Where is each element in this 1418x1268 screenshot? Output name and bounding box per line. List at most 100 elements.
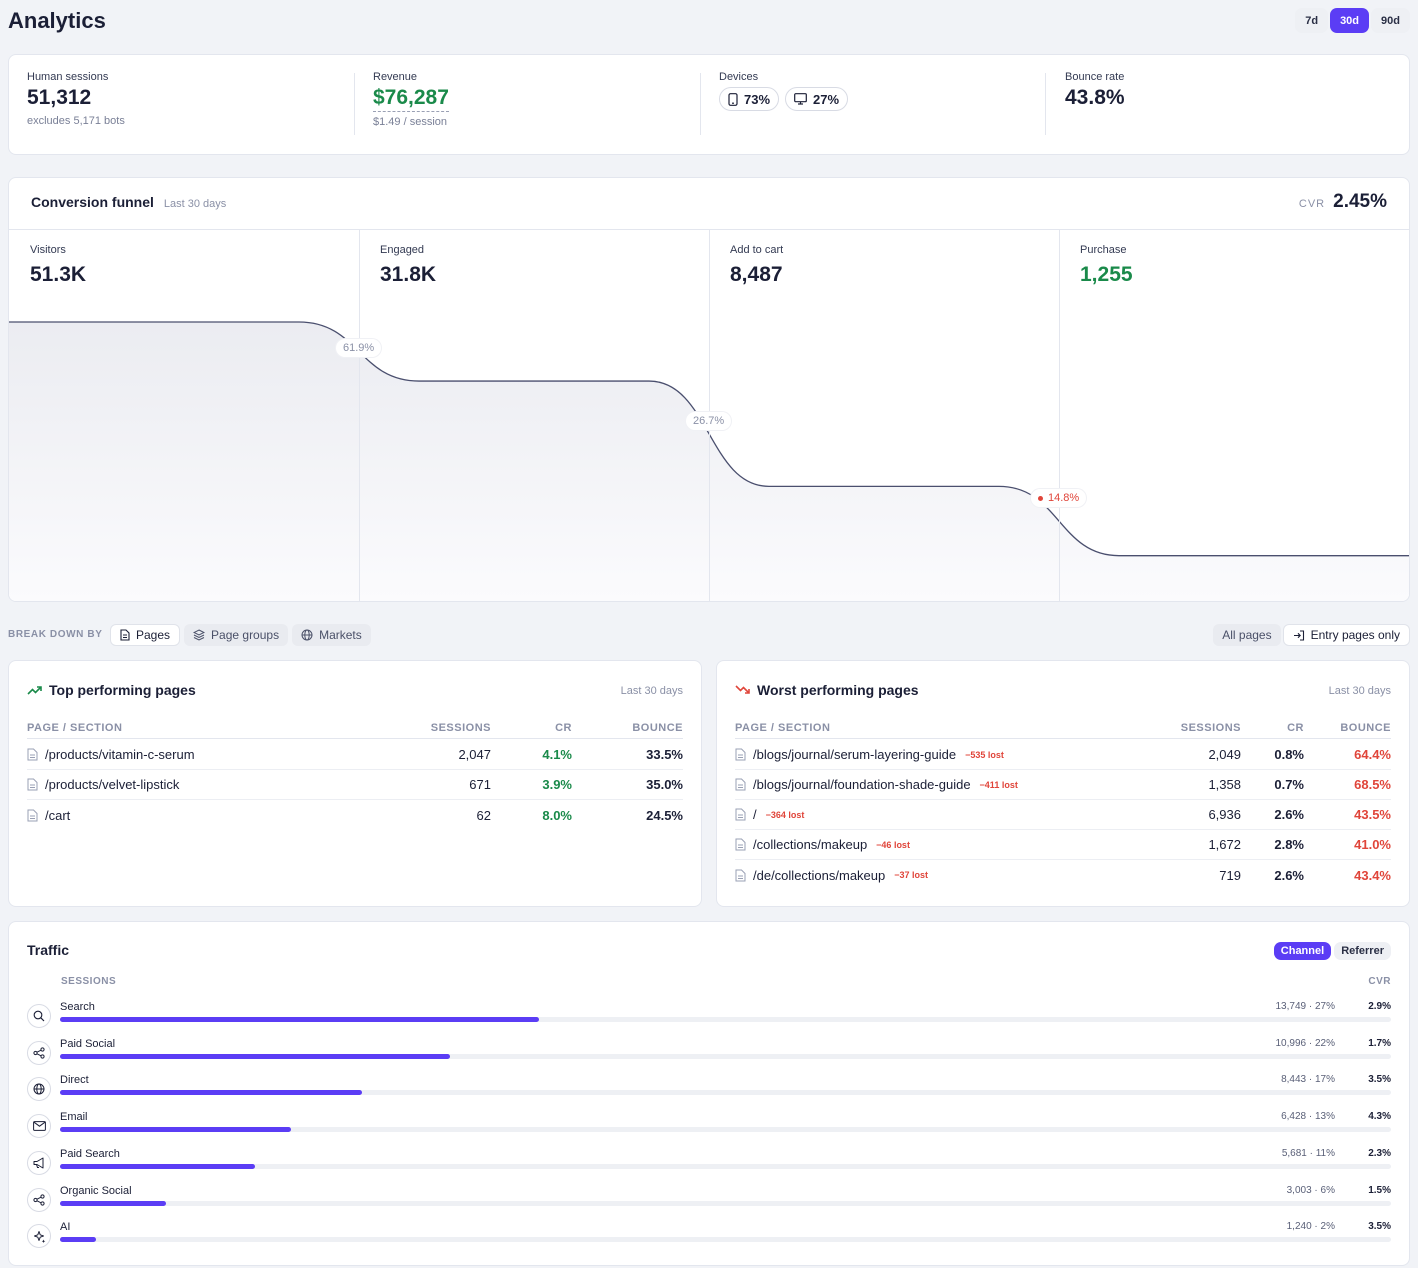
traffic-dimension-toggle: Channel Referrer [1273,942,1391,960]
table-row[interactable]: /de/collections/makeup −37 lost 719 2.6% 43.… [735,860,1391,890]
referrer-button[interactable]: Referrer [1334,942,1391,960]
mobile-share-pill: 73% [719,87,780,111]
col-cr[interactable]: CR [1287,721,1304,734]
funnel-stage-purchase: Purchase 1,255 [1059,230,1409,601]
col-bounce[interactable]: BOUNCE [1340,721,1391,734]
share-bar-track [60,1200,1391,1206]
table-period: Last 30 days [1328,685,1391,697]
step-rate-pill-alert: 14.8% [1031,489,1087,507]
traffic-row-ai[interactable]: AI 1,240 · 2% 3.5% [27,1220,1391,1252]
tab-label: Page groups [211,628,280,642]
lost-badge: −411 lost [979,779,1018,790]
tab-pages[interactable]: Pages [110,624,181,646]
tab-markets[interactable]: Markets [292,624,371,646]
table-row[interactable]: /blogs/journal/serum-layering-guide −535 … [735,740,1391,770]
desktop-share-pill: 27% [785,87,849,111]
table-row[interactable]: /products/velvet-lipstick 671 3.9% 35.0% [27,770,683,800]
stage-value: 31.8K [380,263,437,286]
lost-badge: −46 lost [876,839,910,850]
channel-name: AI [60,1221,71,1234]
traffic-row-direct[interactable]: Direct 8,443 · 17% 3.5% [27,1073,1391,1105]
breakdown-tabs: Pages Page groups Markets [110,624,371,646]
cr-value: 8.0% [542,807,572,823]
page-icon [27,748,38,761]
page-path[interactable]: /blogs/journal/foundation-shade-guide [753,777,971,792]
date-range-selector: 7d 30d 90d [1295,8,1410,33]
col-cr[interactable]: CR [555,721,572,734]
kpi-value[interactable]: $76,287 [373,86,449,112]
step-rate-pill: 26.7% [686,412,732,430]
cr-value: 2.6% [1274,807,1304,822]
page-icon [735,838,746,851]
divider [700,73,701,135]
col-sessions[interactable]: SESSIONS [430,721,491,734]
tab-page-groups[interactable]: Page groups [184,624,289,646]
all-pages-button[interactable]: All pages [1213,624,1281,646]
lost-badge: −37 lost [894,870,929,880]
entry-pages-only-button[interactable]: Entry pages only [1282,624,1410,646]
traffic-row-email[interactable]: Email 6,428 · 13% 4.3% [27,1110,1391,1142]
table-header: PAGE / SECTION SESSIONS CR BOUNCE [27,717,683,739]
cvr-value: 2.9% [1368,1001,1391,1012]
desktop-icon [794,93,807,105]
share-bar-fill [60,1163,256,1169]
col-cvr: CVR [1368,976,1391,987]
share-bar-fill [60,1017,540,1022]
stage-label: Engaged [380,244,425,256]
page-path[interactable]: / [753,807,757,822]
sessions-stat: 8,443 · 17% [1281,1074,1335,1086]
alert-dot-icon [1038,495,1043,501]
col-bounce[interactable]: BOUNCE [632,721,683,734]
traffic-row-organic-social[interactable]: Organic Social 3,003 · 6% 1.5% [27,1184,1391,1216]
page-path[interactable]: /de/collections/makeup [753,867,886,883]
share-bar-fill [60,1200,167,1206]
page-path[interactable]: /blogs/journal/serum-layering-guide [753,747,957,762]
kpi-value: 51,312 [27,86,92,109]
table-row[interactable]: /collections/makeup −46 lost 1,672 2.8% 41.0… [735,830,1391,860]
cvr-value: 4.3% [1368,1111,1391,1123]
cvr-label: CVR [1298,198,1326,210]
sessions-stat: 3,003 · 6% [1286,1184,1335,1196]
col-page: PAGE / SECTION [27,721,123,734]
breakdown-label: BREAK DOWN BY [8,629,103,640]
sparkle-icon [27,1224,51,1249]
col-sessions[interactable]: SESSIONS [1180,721,1241,734]
range-30d-button[interactable]: 30d [1330,8,1370,33]
channel-name: Paid Search [60,1147,120,1160]
page-path[interactable]: /cart [45,807,71,823]
step-rate: 26.7% [693,415,725,427]
bounce-value: 33.5% [646,747,683,762]
sessions-value: 6,936 [1208,807,1241,822]
cvr-value: 1.7% [1368,1037,1391,1049]
share-bar-fill [60,1053,451,1059]
col-page: PAGE / SECTION [735,721,831,734]
page-path[interactable]: /products/vitamin-c-serum [45,747,195,762]
range-90d-button[interactable]: 90d [1371,8,1410,33]
share-bar-track [60,1163,1391,1169]
channel-name: Direct [60,1074,89,1087]
page-path[interactable]: /collections/makeup [753,837,868,852]
kpi-label: Bounce rate [1065,71,1125,83]
col-sessions: SESSIONS [61,976,117,987]
table-header: PAGE / SECTION SESSIONS CR BOUNCE [735,717,1391,739]
sessions-value: 719 [1219,867,1241,883]
kpi-sub: excludes 5,171 bots [27,115,125,127]
traffic-row-search[interactable]: Search 13,749 · 27% 2.9% [27,1000,1391,1032]
share-icon [27,1187,51,1212]
divider [1059,230,1060,601]
channel-button[interactable]: Channel [1273,942,1332,960]
table-row[interactable]: /blogs/journal/foundation-shade-guide −41… [735,770,1391,800]
range-7d-button[interactable]: 7d [1295,8,1329,33]
traffic-row-paid-search[interactable]: Paid Search 5,681 · 11% 2.3% [27,1147,1391,1179]
table-row[interactable]: / −364 lost 6,936 2.6% 43.5% [735,800,1391,830]
table-row[interactable]: /cart 62 8.0% 24.5% [27,800,683,830]
cr-value: 2.6% [1274,867,1304,883]
kpi-card: Human sessions 51,312 excludes 5,171 bot… [8,54,1410,155]
login-icon [1293,629,1304,641]
divider [359,230,360,601]
page-path[interactable]: /products/velvet-lipstick [45,777,180,792]
layers-icon [193,629,206,641]
stage-value: 8,487 [730,263,783,286]
traffic-row-paid-social[interactable]: Paid Social 10,996 · 22% 1.7% [27,1037,1391,1069]
table-row[interactable]: /products/vitamin-c-serum 2,047 4.1% 33.5% [27,740,683,770]
